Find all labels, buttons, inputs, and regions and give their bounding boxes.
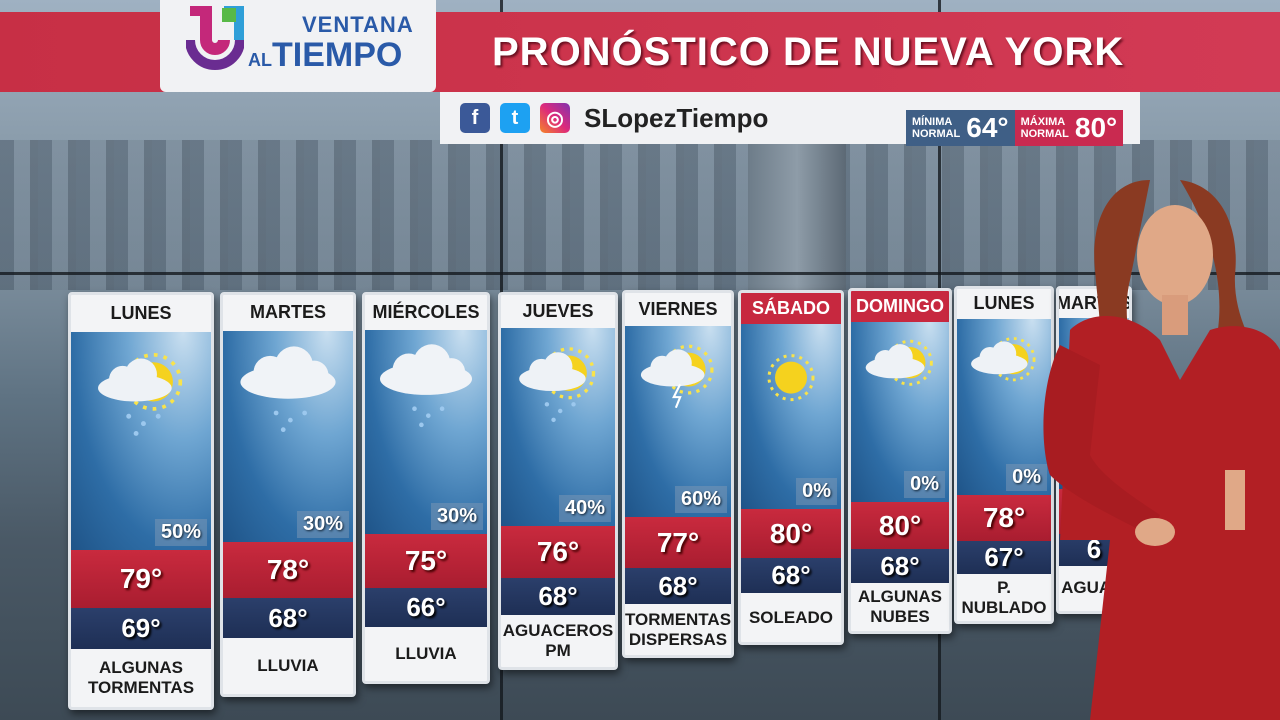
- video-wall-seam: [0, 272, 1280, 275]
- day-label: VIERNES: [625, 293, 731, 326]
- day-label: LUNES: [71, 295, 211, 333]
- low-temp: 68°: [741, 558, 841, 594]
- normal-temperatures: MÍNIMA NORMAL 64° MÁXIMA NORMAL 80°: [906, 110, 1124, 146]
- presenter: [1043, 180, 1280, 720]
- day-label: DOMINGO: [851, 291, 949, 322]
- forecast-card: MARTES 30% 78° 68° LLUVIA: [220, 292, 356, 697]
- low-temp: 67°: [957, 541, 1051, 575]
- instagram-icon: ◎: [540, 103, 570, 133]
- weather-icon-area: 30%: [223, 330, 353, 543]
- day-label: JUEVES: [501, 295, 615, 329]
- sun-cloud-storm-icon: [640, 344, 714, 409]
- weather-icon-area: 30%: [365, 329, 487, 535]
- high-temp: 75°: [365, 534, 487, 589]
- normal-max-value: 80°: [1074, 112, 1118, 143]
- high-temp: 77°: [625, 517, 731, 569]
- day-label: LUNES: [957, 289, 1051, 319]
- high-temp: 79°: [71, 550, 211, 609]
- day-label: MARTES: [223, 295, 353, 331]
- normal-min-value: 64°: [966, 112, 1009, 143]
- precip-chance: 50%: [154, 519, 207, 547]
- high-temp: 80°: [741, 509, 841, 559]
- normal-max-label-2: NORMAL: [1020, 128, 1069, 140]
- cloud-rain-icon: [379, 344, 473, 428]
- forecast-card: VIERNES 60% 77° 68° TORMENTAS DISPERSAS: [622, 290, 734, 658]
- forecast-card: JUEVES 40% 76° 68° AGUACEROS PM: [498, 292, 618, 670]
- high-temp: 76°: [501, 525, 615, 578]
- univision-logo-icon: [186, 6, 244, 70]
- condition-label: AGUACEROS PM: [501, 614, 615, 667]
- sunny-icon: [767, 353, 815, 401]
- logo-text-al-tiempo: ALTIEMPO: [248, 36, 402, 75]
- high-temp: 80°: [851, 501, 949, 550]
- social-handle: SLopezTiempo: [584, 102, 769, 133]
- condition-label: LLUVIA: [365, 626, 487, 681]
- city-skyline-background: [0, 140, 1280, 290]
- condition-label: TORMENTAS DISPERSAS: [625, 604, 731, 655]
- precip-chance: 0%: [1006, 463, 1047, 491]
- logo-text-al: AL: [248, 50, 272, 70]
- forecast-card: LUNES 50% 79° 69° ALGUNAS TORMENTAS: [68, 292, 214, 710]
- low-temp: 68°: [851, 549, 949, 584]
- facebook-icon: f: [460, 103, 490, 133]
- header-banner: VENTANA ALTIEMPO PRONÓSTICO DE NUEVA YOR…: [0, 0, 1280, 150]
- forecast-card: SÁBADO 0% 80° 68° SOLEADO: [738, 290, 844, 645]
- condition-label: ALGUNAS TORMENTAS: [71, 649, 211, 707]
- normal-max-label: MÁXIMA: [1020, 116, 1066, 128]
- precip-chance: 0%: [796, 478, 837, 506]
- partly-cloudy-rain-icon: [98, 353, 183, 437]
- empire-state-building: [748, 130, 846, 290]
- forecast-card: DOMINGO 0% 80° 68° ALGUNAS NUBES: [848, 288, 952, 634]
- condition-label: P. NUBLADO: [957, 574, 1051, 621]
- low-temp: 68°: [501, 577, 615, 615]
- low-temp: 66°: [365, 588, 487, 627]
- cloud-rain-icon: [240, 345, 336, 432]
- high-temp: 78°: [957, 494, 1051, 542]
- partly-cloudy-icon: [865, 340, 933, 387]
- weather-icon-area: 0%: [741, 324, 841, 510]
- weather-icon-area: 50%: [71, 332, 211, 551]
- weather-icon-area: 40%: [501, 328, 615, 526]
- precip-chance: 30%: [296, 511, 349, 539]
- weather-icon-area: 60%: [625, 325, 731, 518]
- low-temp: 68°: [625, 568, 731, 605]
- forecast-card: LUNES 0% 78° 67° P. NUBLADO: [954, 286, 1054, 624]
- twitter-icon: t: [500, 103, 530, 133]
- sun-cloud-showers-icon: [519, 347, 596, 423]
- precip-chance: 0%: [904, 470, 945, 498]
- page-title: PRONÓSTICO DE NUEVA YORK: [492, 29, 1125, 74]
- low-temp: 69°: [71, 608, 211, 650]
- precip-chance: 60%: [674, 486, 727, 514]
- day-label: MIÉRCOLES: [365, 295, 487, 330]
- low-temp: 68°: [223, 598, 353, 639]
- logo-text-ventana: VENTANA: [302, 12, 414, 37]
- forecast-card: MIÉRCOLES 30% 75° 66° LLUVIA: [362, 292, 490, 684]
- condition-label: SOLEADO: [741, 593, 841, 642]
- high-temp: 78°: [223, 542, 353, 599]
- partly-cloudy-icon: [971, 337, 1036, 382]
- normal-min-label-2: NORMAL: [912, 128, 961, 140]
- weather-icon-area: 0%: [957, 318, 1051, 495]
- condition-label: ALGUNAS NUBES: [851, 583, 949, 631]
- normal-min: MÍNIMA NORMAL 64°: [906, 110, 1015, 146]
- weather-icon-area: 0%: [851, 321, 949, 502]
- precip-chance: 30%: [430, 503, 483, 531]
- normal-max: MÁXIMA NORMAL 80°: [1014, 110, 1124, 146]
- day-label: SÁBADO: [741, 293, 841, 325]
- normal-min-label: MÍNIMA: [912, 116, 953, 128]
- logo-text-tiempo: TIEMPO: [272, 36, 403, 74]
- precip-chance: 40%: [558, 494, 611, 522]
- condition-label: LLUVIA: [223, 638, 353, 694]
